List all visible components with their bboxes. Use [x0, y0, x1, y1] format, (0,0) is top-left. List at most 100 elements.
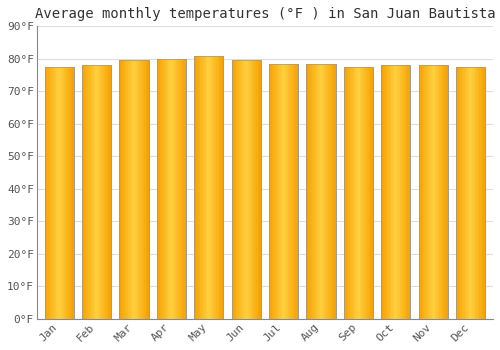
Bar — [168, 59, 170, 319]
Bar — [134, 61, 136, 319]
Bar — [356, 67, 357, 319]
Bar — [315, 64, 316, 319]
Bar — [474, 67, 475, 319]
Bar — [50, 67, 52, 319]
Bar — [456, 67, 485, 319]
Bar — [278, 64, 279, 319]
Bar — [384, 65, 386, 319]
Bar — [184, 59, 186, 319]
Bar — [406, 65, 407, 319]
Bar — [456, 67, 485, 319]
Bar — [368, 67, 370, 319]
Bar — [360, 67, 362, 319]
Bar — [126, 61, 128, 319]
Bar — [308, 64, 310, 319]
Bar — [357, 67, 358, 319]
Bar — [88, 65, 90, 319]
Bar — [354, 67, 356, 319]
Bar — [144, 61, 146, 319]
Bar — [258, 61, 260, 319]
Bar — [140, 61, 141, 319]
Bar — [478, 67, 480, 319]
Bar — [429, 65, 430, 319]
Bar — [344, 67, 373, 319]
Bar — [314, 64, 315, 319]
Bar — [55, 67, 56, 319]
Bar — [274, 64, 275, 319]
Bar — [138, 61, 140, 319]
Bar — [459, 67, 460, 319]
Bar — [418, 65, 448, 319]
Bar — [161, 59, 162, 319]
Bar — [330, 64, 331, 319]
Bar — [442, 65, 444, 319]
Bar — [366, 67, 367, 319]
Bar — [381, 65, 410, 319]
Bar — [236, 61, 238, 319]
Bar — [202, 56, 203, 319]
Bar — [433, 65, 434, 319]
Bar — [444, 65, 445, 319]
Bar — [291, 64, 292, 319]
Bar — [125, 61, 126, 319]
Bar — [310, 64, 311, 319]
Bar — [462, 67, 464, 319]
Bar — [60, 67, 62, 319]
Bar — [146, 61, 147, 319]
Bar — [321, 64, 322, 319]
Bar — [269, 64, 298, 319]
Bar — [54, 67, 55, 319]
Bar — [440, 65, 442, 319]
Bar — [331, 64, 332, 319]
Bar — [363, 67, 364, 319]
Bar — [62, 67, 64, 319]
Bar — [232, 61, 233, 319]
Bar — [82, 65, 111, 319]
Bar — [147, 61, 148, 319]
Bar — [364, 67, 366, 319]
Bar — [182, 59, 183, 319]
Bar — [94, 65, 95, 319]
Bar — [404, 65, 406, 319]
Bar — [72, 67, 74, 319]
Bar — [460, 67, 462, 319]
Bar — [306, 64, 336, 319]
Bar — [128, 61, 130, 319]
Bar — [132, 61, 134, 319]
Bar — [157, 59, 186, 319]
Bar — [394, 65, 396, 319]
Bar — [44, 67, 74, 319]
Bar — [252, 61, 254, 319]
Bar — [280, 64, 282, 319]
Bar — [249, 61, 250, 319]
Bar — [306, 64, 308, 319]
Bar — [194, 56, 196, 319]
Bar — [214, 56, 216, 319]
Bar — [430, 65, 432, 319]
Bar — [334, 64, 336, 319]
Bar — [382, 65, 384, 319]
Bar — [232, 61, 261, 319]
Bar — [344, 67, 373, 319]
Bar — [362, 67, 363, 319]
Bar — [327, 64, 328, 319]
Bar — [250, 61, 252, 319]
Bar — [282, 64, 284, 319]
Bar — [183, 59, 184, 319]
Bar — [142, 61, 144, 319]
Bar — [121, 61, 122, 319]
Bar — [244, 61, 246, 319]
Bar — [316, 64, 318, 319]
Bar — [124, 61, 125, 319]
Bar — [438, 65, 439, 319]
Bar — [408, 65, 409, 319]
Bar — [206, 56, 208, 319]
Bar — [381, 65, 410, 319]
Bar — [106, 65, 107, 319]
Bar — [120, 61, 121, 319]
Bar — [98, 65, 100, 319]
Bar — [254, 61, 255, 319]
Bar — [269, 64, 298, 319]
Bar — [95, 65, 96, 319]
Bar — [418, 65, 420, 319]
